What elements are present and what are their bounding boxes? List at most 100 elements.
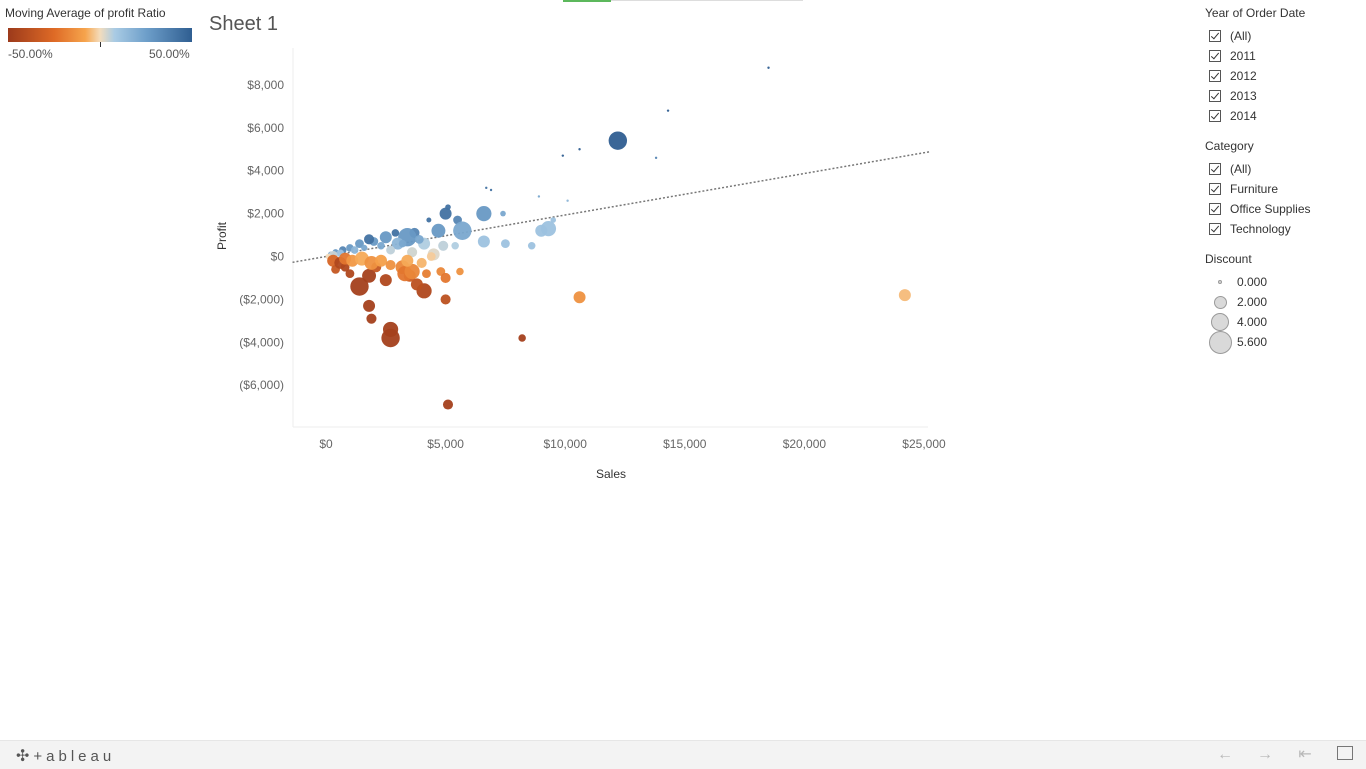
scatter-point[interactable] [410,278,423,291]
scatter-point[interactable] [404,263,420,280]
scatter-point[interactable] [666,109,670,112]
y-tick-label: ($6,000) [239,378,284,392]
revert-icon[interactable]: ⇤ [1298,746,1312,763]
year-filter-item[interactable]: 2014 [1205,106,1363,126]
scatter-point[interactable] [573,291,586,304]
year-filter-item[interactable]: 2011 [1205,46,1363,66]
checkbox-checked-icon[interactable] [1209,90,1221,102]
scatter-point[interactable] [438,240,449,251]
scatter-point[interactable] [442,399,454,410]
scatter-point[interactable] [477,235,490,248]
checkbox-checked-icon[interactable] [1209,223,1221,235]
scatter-point[interactable] [537,195,541,198]
checkbox-checked-icon[interactable] [1209,70,1221,82]
redo-icon[interactable]: → [1257,746,1273,763]
checkbox-checked-icon[interactable] [1209,183,1221,195]
scatter-point[interactable] [489,188,493,192]
undo-icon[interactable]: ← [1217,746,1233,763]
scatter-point[interactable] [361,244,368,252]
scatter-point[interactable] [391,229,400,237]
scatter-point[interactable] [377,242,385,250]
scatter-point[interactable] [431,223,446,238]
y-tick-label: $8,000 [247,78,284,92]
scatter-point[interactable] [416,257,427,268]
discount-legend-title: Discount [1205,252,1252,266]
active-tab-indicator [563,0,611,2]
category-filter-item[interactable]: Technology [1205,219,1363,239]
scatter-point[interactable] [453,221,472,240]
scatter-point[interactable] [476,206,492,222]
scatter-point[interactable] [355,239,364,249]
category-filter-label: Office Supplies [1230,202,1311,216]
scatter-point[interactable] [379,274,392,287]
scatter-point[interactable] [362,268,377,283]
year-filter-label: 2014 [1230,109,1257,123]
scatter-point[interactable] [422,269,431,279]
scatter-point[interactable] [381,328,400,348]
scatter-point[interactable] [385,260,396,271]
scatter-point[interactable] [350,277,369,296]
year-filter-item[interactable]: (All) [1205,26,1363,46]
tableau-logo[interactable]: ✣ +ableau [16,746,115,766]
scatter-point[interactable] [550,217,557,223]
category-filter-label: Furniture [1230,182,1279,196]
year-filter-label: 2013 [1230,89,1257,103]
trend-line[interactable] [292,150,931,264]
scatter-point[interactable] [414,234,424,244]
scatter-point[interactable] [566,199,569,202]
discount-legend-item: 5.600 [1205,330,1363,354]
scatter-point[interactable] [379,231,392,244]
scatter-point[interactable] [440,272,451,283]
checkbox-checked-icon[interactable] [1209,30,1221,42]
scatter-point[interactable] [364,234,375,245]
checkbox-checked-icon[interactable] [1209,163,1221,175]
scatter-point[interactable] [451,242,459,250]
checkbox-checked-icon[interactable] [1209,50,1221,62]
year-filter-label: 2012 [1230,69,1257,83]
scatter-point[interactable] [501,239,510,249]
category-filter-item[interactable]: Furniture [1205,179,1363,199]
y-tick-label: $4,000 [247,164,284,178]
scatter-point[interactable] [426,217,432,223]
scatter-point[interactable] [426,252,436,261]
year-filter-item[interactable]: 2013 [1205,86,1363,106]
category-filter-item[interactable]: (All) [1205,159,1363,179]
scatter-point[interactable] [386,245,395,255]
y-tick-label: ($2,000) [239,292,284,306]
scatter-point[interactable] [535,224,548,237]
scatter-point[interactable] [340,262,350,272]
scatter-point[interactable] [366,313,377,324]
category-filter-item[interactable]: Office Supplies [1205,199,1363,219]
discount-legend-item: 4.000 [1205,312,1363,332]
scatter-point[interactable] [407,247,418,258]
scatter-point[interactable] [767,66,770,69]
category-filter-title: Category [1205,139,1254,153]
y-tick-label: $0 [271,250,285,264]
scatter-point[interactable] [500,210,506,217]
scatter-point[interactable] [654,156,658,160]
scatter-point[interactable] [375,254,388,267]
year-filter-label: 2011 [1230,49,1256,63]
scatter-point[interactable] [608,131,628,150]
checkbox-checked-icon[interactable] [1209,203,1221,215]
year-filter-item[interactable]: 2012 [1205,66,1363,86]
scatter-point[interactable] [364,255,379,270]
scatter-point[interactable] [345,269,355,279]
scatter-point[interactable] [485,186,488,190]
scatter-point[interactable] [578,148,581,151]
fullscreen-icon[interactable] [1337,746,1353,760]
scatter-point[interactable] [456,267,464,276]
scatter-point[interactable] [527,242,536,250]
scatter-point[interactable] [898,289,911,302]
scatter-point[interactable] [518,334,526,342]
scatter-point[interactable] [401,254,414,267]
y-axis-title: Profit [215,221,229,250]
scatter-point[interactable] [561,154,565,157]
scatter-point[interactable] [440,294,451,305]
scatter-point[interactable] [398,239,407,248]
year-filter-label: (All) [1230,29,1252,43]
scatter-point[interactable] [363,299,376,312]
scatter-point[interactable] [350,246,359,254]
scatter-point[interactable] [439,207,452,220]
checkbox-checked-icon[interactable] [1209,110,1221,122]
